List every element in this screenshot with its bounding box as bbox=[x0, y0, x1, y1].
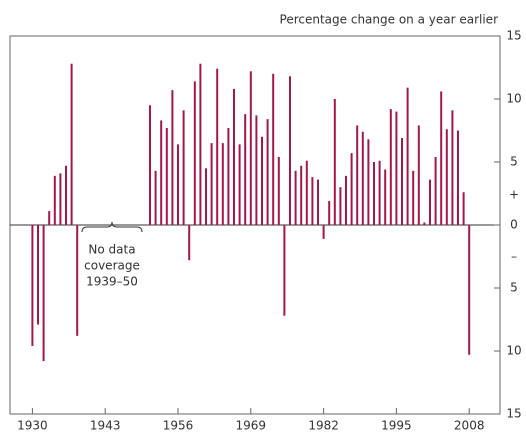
sign-label: – bbox=[511, 250, 517, 264]
x-tick-label: 1943 bbox=[90, 419, 121, 433]
bar bbox=[328, 201, 331, 225]
bar bbox=[356, 125, 359, 225]
bar bbox=[210, 143, 213, 225]
bar bbox=[311, 177, 314, 225]
bar bbox=[205, 168, 207, 225]
bar bbox=[193, 81, 196, 225]
bar bbox=[160, 120, 163, 225]
bar bbox=[417, 125, 420, 225]
bar bbox=[451, 110, 454, 225]
bar bbox=[261, 136, 263, 225]
bar bbox=[221, 143, 224, 225]
bar bbox=[70, 63, 73, 225]
bar bbox=[37, 225, 39, 325]
bar bbox=[468, 225, 471, 355]
bar bbox=[440, 91, 443, 225]
bar bbox=[457, 130, 459, 225]
bar bbox=[429, 179, 431, 225]
x-tick-label: 1969 bbox=[236, 419, 267, 433]
bar bbox=[373, 162, 375, 225]
bar bbox=[277, 156, 280, 225]
y-tick-label: 10 bbox=[506, 92, 521, 106]
gap-note: coverage bbox=[84, 259, 140, 273]
bar bbox=[272, 73, 275, 225]
bar bbox=[322, 225, 325, 239]
bar bbox=[42, 225, 45, 362]
sign-label: + bbox=[509, 188, 519, 202]
bar bbox=[182, 110, 185, 225]
bar bbox=[401, 138, 403, 225]
bar bbox=[188, 225, 191, 261]
bar bbox=[462, 192, 465, 225]
bar bbox=[434, 156, 437, 225]
y-tick-label: 5 bbox=[510, 155, 518, 169]
bar bbox=[65, 165, 67, 225]
bar bbox=[233, 88, 235, 225]
bar bbox=[244, 114, 247, 225]
bar bbox=[395, 111, 398, 225]
gap-note: 1939–50 bbox=[86, 275, 138, 289]
bar bbox=[367, 139, 370, 225]
bar bbox=[266, 119, 269, 225]
bar bbox=[305, 160, 308, 225]
bar bbox=[294, 170, 297, 225]
gap-note: No data bbox=[88, 243, 135, 257]
x-tick-label: 1995 bbox=[381, 419, 412, 433]
gap-brace bbox=[81, 221, 143, 233]
bar bbox=[361, 131, 364, 225]
bar bbox=[283, 225, 286, 316]
bar bbox=[238, 144, 241, 225]
bar bbox=[227, 127, 230, 225]
bar bbox=[171, 90, 174, 226]
bar bbox=[350, 153, 353, 225]
bar bbox=[216, 68, 219, 225]
bar bbox=[378, 160, 381, 225]
bar bbox=[317, 179, 319, 225]
x-tick-label: 1956 bbox=[163, 419, 194, 433]
bar bbox=[177, 144, 179, 225]
bar bbox=[59, 173, 62, 225]
bar bbox=[345, 175, 347, 225]
bar bbox=[48, 211, 51, 225]
bar bbox=[333, 99, 336, 225]
y-tick-label: 15 bbox=[506, 29, 521, 43]
x-tick-label: 1930 bbox=[17, 419, 48, 433]
bar bbox=[423, 222, 426, 225]
bar bbox=[165, 127, 168, 225]
bar bbox=[339, 187, 342, 225]
bar bbox=[300, 165, 303, 225]
bar bbox=[249, 71, 252, 225]
bar bbox=[289, 76, 291, 225]
bar bbox=[384, 169, 387, 225]
bar bbox=[53, 175, 56, 225]
y-tick-label: 10 bbox=[506, 344, 521, 358]
bar bbox=[412, 170, 415, 225]
y-tick-label: 5 bbox=[510, 281, 518, 295]
bar bbox=[31, 225, 34, 346]
x-tick-label: 1982 bbox=[308, 419, 339, 433]
bar bbox=[255, 115, 258, 225]
bar bbox=[445, 129, 448, 225]
y-tick-label: 15 bbox=[506, 407, 521, 421]
bar bbox=[199, 63, 202, 225]
x-tick-label: 2008 bbox=[454, 419, 485, 433]
bar bbox=[389, 109, 392, 225]
bar bbox=[154, 170, 157, 225]
bar bbox=[406, 87, 409, 225]
unit-label: Percentage change on a year earlier bbox=[280, 13, 499, 27]
y-tick-label: 0 bbox=[510, 218, 518, 232]
bar bbox=[149, 105, 151, 225]
bar bbox=[76, 225, 79, 336]
